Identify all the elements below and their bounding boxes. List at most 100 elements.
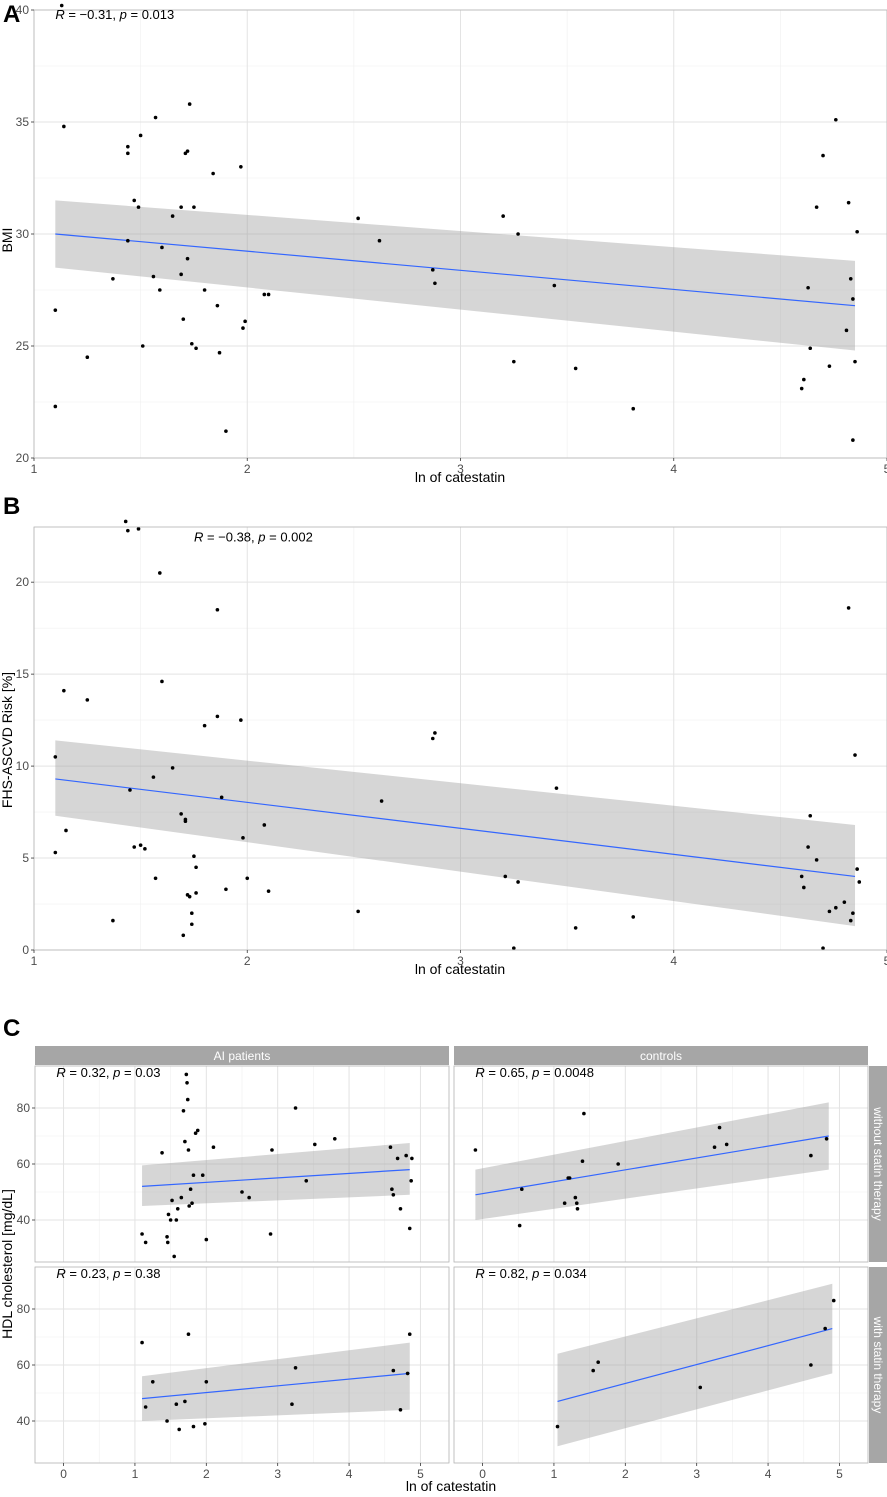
data-point [290, 1402, 294, 1406]
data-point [516, 880, 520, 884]
data-point [64, 828, 68, 833]
data-point [405, 1371, 410, 1376]
data-point [848, 918, 853, 923]
data-point [175, 1207, 180, 1211]
data-point [857, 880, 862, 884]
x-tick-label: 3 [693, 1467, 700, 1481]
data-point [181, 317, 186, 321]
data-point [132, 198, 137, 203]
data-point [823, 1326, 827, 1331]
annotation-r-prefix: R [194, 530, 203, 545]
data-point [150, 1380, 155, 1384]
data-point [855, 867, 859, 871]
data-point [190, 341, 194, 346]
data-point [404, 1153, 408, 1158]
facet-strip-column [35, 1046, 449, 1065]
y-tick-label: 25 [16, 339, 30, 353]
data-point [520, 1187, 524, 1191]
x-tick-label: 2 [244, 462, 251, 476]
data-point [853, 359, 857, 364]
data-point [501, 214, 505, 218]
data-point [834, 905, 838, 910]
x-tick-label: 3 [274, 1467, 281, 1481]
data-point [172, 1254, 176, 1259]
data-point [174, 1402, 179, 1406]
y-axis-title-c: HDL cholesterol [mg/dL] [0, 1189, 15, 1339]
data-point [53, 850, 58, 855]
data-point [194, 346, 198, 351]
y-tick-label: 30 [16, 227, 30, 241]
panel-border [453, 1266, 869, 1464]
data-point [179, 812, 183, 816]
x-tick-label: 4 [670, 462, 677, 476]
data-point [846, 200, 851, 205]
data-point [802, 377, 806, 382]
data-point [332, 1137, 337, 1141]
correlation-annotation: R = −0.38, p = 0.002 [194, 530, 313, 545]
data-point [616, 1162, 620, 1166]
data-point [398, 1408, 403, 1412]
data-point [245, 876, 250, 881]
data-point [573, 1195, 578, 1200]
regression-line [55, 233, 856, 307]
data-point [407, 1332, 412, 1336]
x-tick-label: 1 [551, 1467, 558, 1481]
data-point [185, 1097, 190, 1102]
data-point [717, 1125, 722, 1130]
data-point [293, 1366, 298, 1370]
data-point [158, 571, 162, 575]
data-point [126, 528, 130, 533]
data-point [200, 1173, 205, 1177]
data-point [138, 843, 143, 847]
correlation-annotation: R = 0.82, p = 0.034 [475, 1266, 586, 1281]
annotation-r-prefix: R [475, 1065, 484, 1080]
facet-strip-row [869, 1267, 887, 1463]
x-tick-label: 3 [457, 462, 464, 476]
x-tick-label: 5 [884, 954, 887, 968]
y-tick-label: 15 [16, 667, 30, 681]
data-point [151, 274, 156, 279]
annotation-r-prefix: R [56, 1065, 65, 1080]
data-point [53, 755, 58, 759]
data-point [166, 1212, 171, 1217]
data-point [85, 698, 90, 702]
data-point [215, 714, 220, 719]
y-tick-label: 80 [17, 1101, 31, 1115]
data-point [183, 1139, 187, 1144]
regression-line [475, 1135, 829, 1196]
x-tick-label: 5 [417, 1467, 424, 1481]
data-point [143, 847, 147, 851]
data-point [204, 1380, 209, 1384]
y-tick-label: 35 [16, 115, 30, 129]
annotation-r-value: = 0.23, [66, 1266, 113, 1281]
data-point [111, 918, 115, 923]
data-point [853, 753, 857, 757]
data-point [591, 1368, 595, 1373]
data-point [186, 1148, 191, 1152]
data-point [187, 1204, 191, 1208]
data-point [187, 894, 192, 899]
y-axis-title-b: FHS-ASCVD Risk [%] [0, 672, 15, 808]
annotation-r-value: = 0.82, [485, 1266, 532, 1281]
data-point [377, 238, 382, 243]
data-point [123, 519, 128, 524]
data-point [554, 786, 559, 790]
confidence-band [475, 1102, 829, 1220]
data-point [85, 355, 90, 360]
data-point [190, 922, 194, 927]
data-point [191, 1424, 196, 1429]
x-axis-title-a: ln of catestatin [415, 469, 505, 485]
data-point [391, 1193, 396, 1197]
data-point [809, 1363, 813, 1367]
data-point [512, 946, 516, 950]
annotation-p-prefix: p [531, 1065, 539, 1080]
data-point [181, 933, 186, 938]
confidence-band [142, 1143, 410, 1206]
confidence-band [142, 1342, 410, 1421]
y-tick-label: 0 [22, 943, 29, 957]
data-point [698, 1385, 703, 1390]
x-tick-label: 3 [457, 954, 464, 968]
y-tick-label: 20 [16, 575, 30, 589]
data-point [356, 216, 360, 221]
data-point [202, 288, 207, 292]
